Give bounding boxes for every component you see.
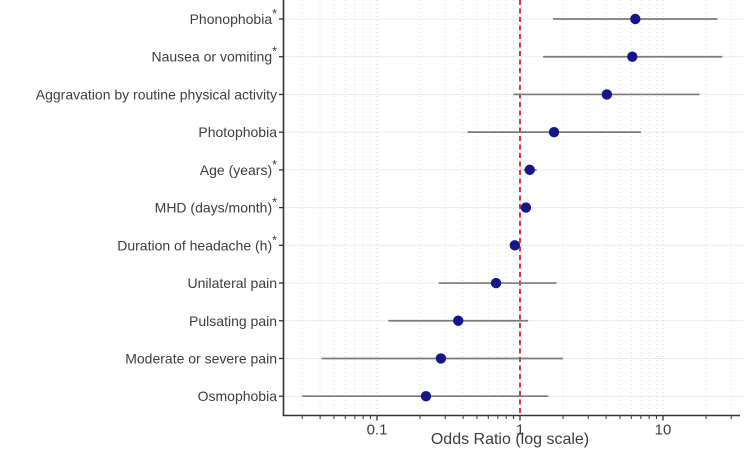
or-dot xyxy=(420,391,432,402)
or-dot xyxy=(630,13,641,25)
or-dot xyxy=(490,277,502,289)
or-dot xyxy=(548,126,560,138)
significance-asterisk: * xyxy=(272,196,277,210)
axis-layer: Phonophobia* Nausea or vomiting* Aggravati… xyxy=(36,0,740,439)
y-axis-label: Phonophobia* xyxy=(190,7,278,27)
data-layer xyxy=(302,13,723,402)
y-axis-label: Duration of headache (h)* xyxy=(117,233,277,253)
y-axis-label: Pulsating pain xyxy=(189,313,277,329)
significance-asterisk: * xyxy=(272,45,277,59)
or-dot xyxy=(601,89,613,100)
or-dot xyxy=(520,202,532,213)
grid-layer xyxy=(283,0,744,416)
or-dot xyxy=(627,51,638,62)
y-axis-label: Age (years)* xyxy=(200,158,277,178)
y-axis-label: MHD (days/month)* xyxy=(155,196,277,216)
y-axis-label: Osmophobia xyxy=(198,388,278,404)
significance-asterisk: * xyxy=(272,233,277,247)
or-dot xyxy=(524,164,535,176)
y-axis-label: Aggravation by routine physical activity xyxy=(36,86,277,102)
y-axis-label: Photophobia xyxy=(198,124,277,140)
or-dot xyxy=(453,315,464,326)
significance-asterisk: * xyxy=(272,158,277,172)
y-axis-label: Unilateral pain xyxy=(188,275,278,291)
y-axis-label: Nausea or vomiting* xyxy=(152,45,278,65)
x-tick-label: 1 xyxy=(516,422,524,439)
y-axis-label: Moderate or severe pain xyxy=(125,350,277,366)
or-dot xyxy=(509,240,521,251)
x-tick-label: 10 xyxy=(655,422,672,439)
significance-asterisk: * xyxy=(272,7,277,21)
or-dot xyxy=(435,353,447,364)
x-tick-label: 0.1 xyxy=(367,422,388,439)
x-axis-title: Odds Ratio (log scale) xyxy=(431,431,589,448)
